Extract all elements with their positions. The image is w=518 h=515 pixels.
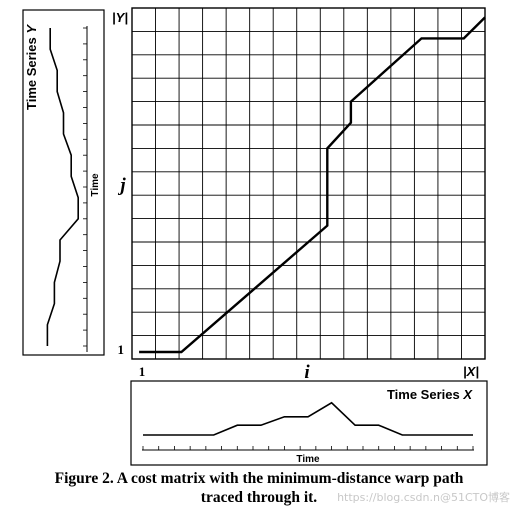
- label-y-size: |Y|: [112, 10, 128, 25]
- series-x-ticks: [142, 446, 474, 450]
- figure-caption: Figure 2. A cost matrix with the minimum…: [0, 469, 518, 507]
- cost-matrix-grid: [132, 8, 485, 359]
- label-x-size: |X|: [463, 364, 479, 379]
- watermark: https://blog.csdn.n@51CTO博客: [337, 491, 510, 504]
- label-j: j: [117, 175, 126, 196]
- caption-line-1: Figure 2. A cost matrix with the minimum…: [54, 470, 464, 487]
- label-i: i: [304, 362, 310, 383]
- label-x-start: 1: [139, 364, 146, 379]
- series-y-ticks: [83, 27, 87, 347]
- warp-path: [139, 16, 486, 354]
- series-y-line: [46, 28, 79, 346]
- series-x-time-label: Time: [296, 454, 320, 465]
- series-y-panel: [22, 9, 105, 356]
- series-y-title: Time Series Y: [24, 24, 39, 110]
- series-x-title: Time Series X: [387, 387, 473, 402]
- caption-line-2: traced through it.: [200, 489, 318, 506]
- series-y-time-label: Time: [90, 173, 101, 197]
- series-x-panel: [130, 380, 488, 466]
- series-x-line: [143, 401, 473, 436]
- cost-matrix-border: [131, 7, 486, 360]
- label-y-start: 1: [118, 342, 125, 357]
